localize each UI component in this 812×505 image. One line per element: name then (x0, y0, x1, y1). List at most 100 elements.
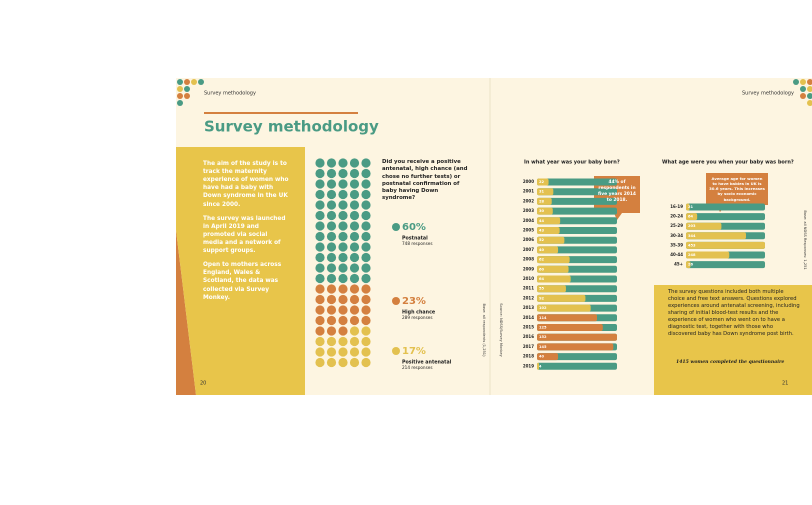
bar-value: 145 (539, 345, 547, 349)
dot (315, 168, 325, 179)
dot (361, 252, 371, 263)
bar (537, 236, 565, 244)
dot (338, 357, 348, 368)
dot (315, 179, 325, 189)
dot (338, 326, 348, 336)
dot (338, 347, 348, 357)
bar-label: 2000 (523, 179, 534, 184)
bar-label: 2005 (523, 228, 534, 233)
dot (338, 158, 348, 168)
percent: 23% (402, 296, 426, 307)
bar-label: 2016 (523, 334, 534, 339)
bar-track (537, 207, 617, 215)
bar (537, 265, 569, 273)
dot (326, 189, 337, 200)
dot (349, 221, 360, 231)
dot (326, 347, 337, 357)
bar (686, 213, 698, 221)
dot (361, 273, 371, 284)
dot (349, 305, 360, 315)
bar-value: 26 (688, 263, 694, 267)
bar-value: 453 (688, 243, 696, 247)
dot (361, 305, 371, 315)
dot (315, 305, 325, 315)
dot (349, 158, 360, 168)
chart-title: What age were you when your baby was bor… (662, 160, 794, 166)
bar (686, 203, 690, 211)
dot (338, 305, 348, 315)
bar-value: 22 (539, 180, 545, 184)
bar-label: 40-44 (670, 252, 683, 257)
dot (349, 200, 360, 210)
callout: Average age for women to have babies in … (709, 176, 765, 202)
bar-label: 30-34 (670, 233, 683, 238)
bar (537, 246, 559, 254)
bar (537, 333, 617, 341)
dot (349, 357, 360, 368)
dot (315, 315, 325, 326)
group-label: Postnatal (402, 236, 428, 242)
dot (326, 284, 337, 294)
bar-label: 35-39 (670, 242, 683, 247)
dot (315, 210, 325, 221)
bar-value: 40 (539, 248, 545, 252)
dot (349, 294, 360, 305)
bar-label: 25-29 (670, 223, 683, 228)
dot (361, 231, 371, 242)
dot (338, 168, 348, 179)
dot (315, 263, 325, 273)
bar-track (537, 188, 617, 196)
bar-label: 2006 (523, 237, 534, 242)
dot (326, 252, 337, 263)
dot (326, 242, 337, 252)
dot (326, 221, 337, 231)
bar-value: 64 (688, 215, 694, 219)
chart-title: In what year was your baby born? (524, 160, 620, 166)
dot (349, 210, 360, 221)
bar-value: 62 (539, 258, 545, 262)
dot (338, 200, 348, 210)
page-number: 21 (782, 381, 788, 387)
bar-track (686, 261, 765, 269)
dot (361, 326, 371, 336)
dot (349, 315, 360, 326)
dot (338, 221, 348, 231)
dot (315, 252, 325, 263)
dot (338, 263, 348, 273)
group-label: High chance (402, 310, 436, 316)
dot (315, 294, 325, 305)
bar (537, 294, 586, 302)
dot (349, 263, 360, 273)
bar-label: 2004 (523, 218, 534, 223)
bar-label: 16-19 (670, 204, 683, 209)
dot (315, 336, 325, 347)
dot-key (392, 297, 400, 305)
corner-dots (177, 79, 812, 106)
dot (326, 305, 337, 315)
bar-label: 2003 (523, 208, 534, 213)
bar-value: 4 (539, 364, 542, 368)
dot (338, 252, 348, 263)
dot (326, 326, 337, 336)
bar-label: 2007 (523, 247, 534, 252)
bar-label: 2002 (523, 198, 534, 203)
dot (326, 179, 337, 189)
dot (361, 168, 371, 179)
bar-label: 2018 (523, 354, 534, 359)
bar (537, 188, 554, 196)
dot (338, 231, 348, 242)
question: Did you receive a positive antenatal, hi… (382, 159, 468, 202)
dot (361, 336, 371, 347)
dot (338, 273, 348, 284)
bar (537, 314, 597, 322)
dot (315, 273, 325, 284)
bar-value: 64 (539, 277, 545, 281)
bar (537, 178, 549, 186)
dot (349, 242, 360, 252)
dot (361, 221, 371, 231)
methods-text: The survey questions included both multi… (668, 289, 800, 338)
dot (338, 294, 348, 305)
dot (361, 158, 371, 168)
dot (349, 189, 360, 200)
